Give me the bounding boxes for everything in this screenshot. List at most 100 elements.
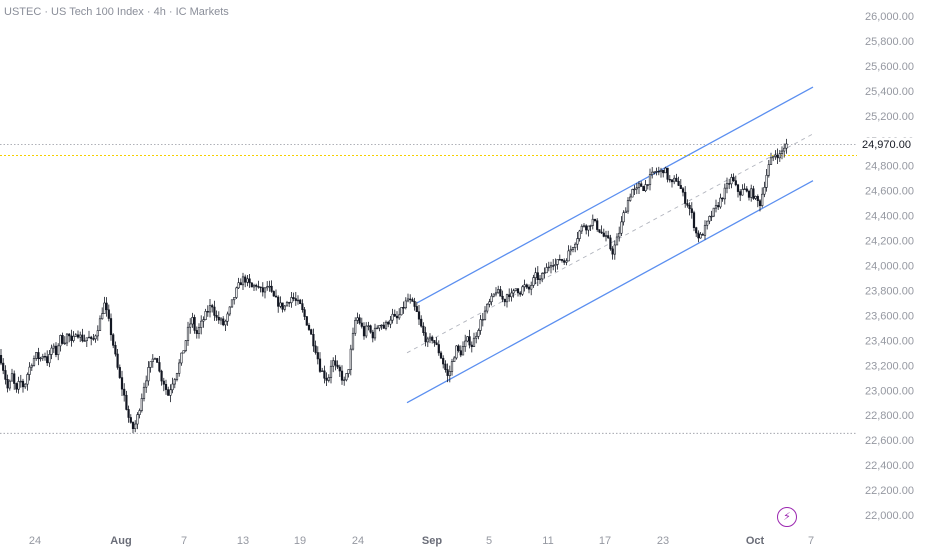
candle-body bbox=[483, 310, 487, 320]
candle-body bbox=[61, 335, 64, 344]
candle-body bbox=[6, 379, 9, 389]
candle-body bbox=[191, 317, 194, 325]
candle-body bbox=[666, 167, 669, 180]
candle-body bbox=[642, 186, 645, 192]
candle-body bbox=[717, 205, 720, 208]
candle-body bbox=[461, 346, 465, 356]
candle-body bbox=[444, 363, 447, 370]
candle-body bbox=[618, 232, 621, 238]
candle-body bbox=[193, 317, 196, 331]
candle-body bbox=[211, 305, 214, 308]
candle-body bbox=[424, 332, 427, 343]
candle-body bbox=[294, 298, 297, 301]
candle-body bbox=[596, 220, 599, 230]
candle-body bbox=[127, 409, 130, 418]
candle-body bbox=[94, 335, 97, 340]
candle-body bbox=[109, 318, 113, 336]
candle-body bbox=[488, 301, 491, 305]
candle-body bbox=[17, 381, 20, 390]
candle-body bbox=[32, 358, 36, 366]
candle-body bbox=[492, 293, 495, 297]
candle-body bbox=[686, 203, 689, 206]
candle-body bbox=[723, 187, 726, 200]
candle-body bbox=[241, 276, 245, 286]
candle-body bbox=[239, 282, 242, 286]
candle-body bbox=[173, 379, 176, 385]
candle-body bbox=[620, 221, 623, 234]
candle-body bbox=[384, 321, 388, 329]
candle-body bbox=[360, 322, 363, 327]
candle-body bbox=[624, 210, 627, 214]
candle-body bbox=[589, 225, 592, 227]
candle-body bbox=[486, 303, 489, 312]
candle-body bbox=[39, 357, 42, 360]
candle-body bbox=[318, 358, 322, 372]
candle-body bbox=[730, 177, 733, 185]
candle-body bbox=[758, 200, 762, 206]
candle-body bbox=[387, 321, 390, 325]
candle-body bbox=[571, 247, 575, 250]
candle-body bbox=[508, 294, 511, 298]
candle-body bbox=[138, 410, 141, 415]
candle-body bbox=[580, 225, 583, 232]
candle-body bbox=[8, 380, 11, 389]
candle-body bbox=[230, 299, 234, 308]
candle-body bbox=[426, 338, 429, 343]
candle-body bbox=[204, 311, 207, 320]
candle-body bbox=[202, 319, 205, 322]
candle-body bbox=[103, 302, 106, 315]
candle-body bbox=[673, 177, 676, 183]
candle-body bbox=[158, 362, 161, 372]
candle-body bbox=[186, 326, 190, 341]
candle-body bbox=[479, 319, 482, 331]
candle-body bbox=[63, 342, 66, 345]
candle-body bbox=[263, 287, 267, 293]
candle-body bbox=[107, 309, 110, 319]
lightning-bolt-icon[interactable]: ⚡ bbox=[777, 507, 797, 527]
candle-body bbox=[373, 327, 377, 339]
candle-body bbox=[763, 187, 766, 195]
candle-body bbox=[767, 164, 770, 176]
candle-body bbox=[774, 154, 777, 157]
candle-body bbox=[68, 333, 71, 337]
candle-body bbox=[46, 356, 49, 364]
candle-body bbox=[237, 282, 240, 289]
candle-body bbox=[655, 170, 658, 173]
candle-body bbox=[312, 334, 315, 347]
candle-body bbox=[261, 287, 264, 293]
candle-body bbox=[675, 177, 678, 182]
candle-body bbox=[747, 190, 751, 198]
candle-body bbox=[558, 259, 561, 261]
candle-body bbox=[420, 318, 423, 327]
y-axis-tick-label: 23,400.00 bbox=[865, 335, 914, 347]
candle-body bbox=[437, 344, 440, 354]
candle-body bbox=[120, 377, 124, 390]
candle-body bbox=[391, 313, 394, 321]
candle-body bbox=[85, 337, 88, 342]
candle-body bbox=[151, 358, 154, 362]
candle-body bbox=[15, 383, 18, 390]
candle-body bbox=[472, 337, 476, 348]
candle-body bbox=[706, 220, 709, 226]
candle-body bbox=[505, 294, 509, 303]
candle-body bbox=[653, 171, 656, 173]
candle-body bbox=[101, 313, 104, 320]
candle-body bbox=[347, 369, 350, 374]
candle-body bbox=[171, 383, 174, 391]
candle-body bbox=[688, 204, 691, 210]
candle-body bbox=[560, 259, 564, 261]
candle-body bbox=[519, 292, 522, 295]
candle-body bbox=[285, 302, 289, 307]
candle-body bbox=[497, 289, 500, 294]
candle-body bbox=[228, 306, 231, 315]
candle-body bbox=[684, 191, 687, 204]
candle-body bbox=[149, 361, 152, 368]
candle-body bbox=[567, 250, 570, 262]
candle-body bbox=[563, 260, 566, 263]
candle-body bbox=[468, 336, 471, 346]
candle-body bbox=[481, 319, 484, 321]
candle-body bbox=[490, 295, 493, 303]
candle-body bbox=[28, 366, 31, 375]
candle-body bbox=[371, 331, 374, 339]
